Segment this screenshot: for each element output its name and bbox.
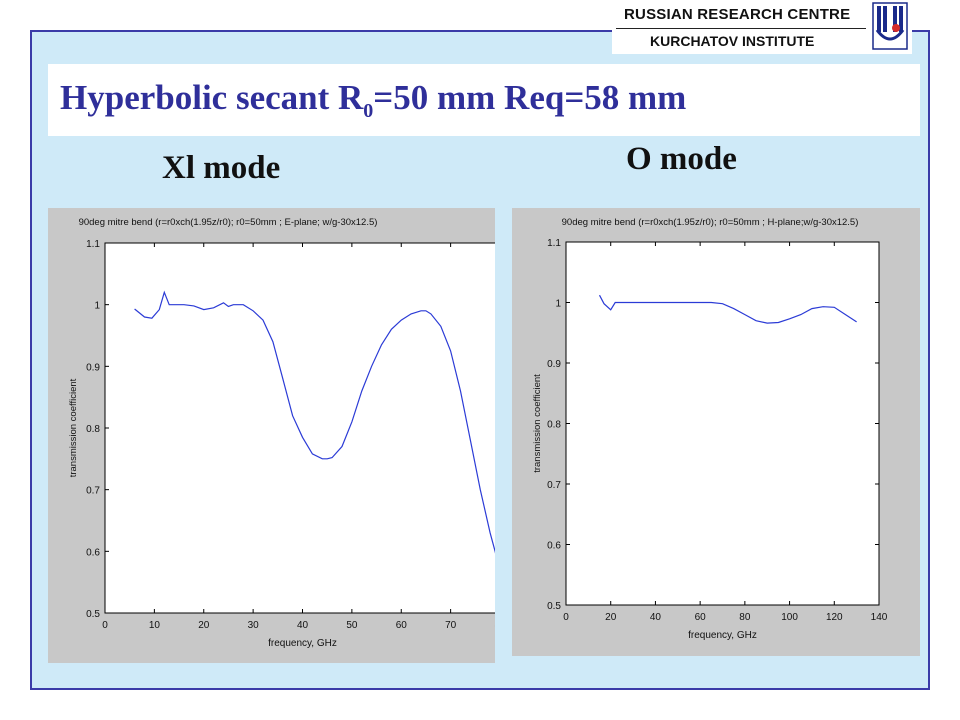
plot-panel-right: 90deg mitre bend (r=r0xch(1.95z/r0); r0=… xyxy=(512,208,920,656)
x-tick-label: 0 xyxy=(102,620,108,631)
y-tick-label: 0.6 xyxy=(547,541,561,552)
x-tick-label: 60 xyxy=(396,620,408,631)
x-tick-label: 0 xyxy=(563,612,569,623)
mode-label-right: O mode xyxy=(626,141,737,177)
x-tick-label: 10 xyxy=(149,620,161,631)
logo-line-2: KURCHATOV INSTITUTE xyxy=(650,33,815,49)
institute-logo: RUSSIAN RESEARCH CENTRE KURCHATOV INSTIT… xyxy=(612,0,912,54)
x-axis-label: frequency, GHz xyxy=(688,630,757,641)
x-tick-label: 80 xyxy=(739,612,751,623)
x-tick-label: 60 xyxy=(695,612,707,623)
y-axis-label: transmission coefficient xyxy=(532,374,543,473)
x-tick-label: 100 xyxy=(781,612,798,623)
chart-title: 90deg mitre bend (r=r0xch(1.95z/r0); r0=… xyxy=(79,217,378,228)
y-tick-label: 0.8 xyxy=(86,424,100,435)
x-axis-label: frequency, GHz xyxy=(268,638,337,649)
x-tick-label: 140 xyxy=(871,612,888,623)
y-tick-label: 0.7 xyxy=(547,480,561,491)
y-tick-label: 0.5 xyxy=(547,601,561,612)
x-tick-label: 50 xyxy=(346,620,358,631)
x-tick-label: 20 xyxy=(198,620,210,631)
y-tick-label: 1.1 xyxy=(86,239,100,250)
y-tick-label: 0.9 xyxy=(547,359,561,370)
title-box: Hyperbolic secant R0=50 mm Req=58 mm xyxy=(48,64,920,136)
chart-right: 90deg mitre bend (r=r0xch(1.95z/r0); r0=… xyxy=(532,217,888,641)
mode-label-left: Xl mode xyxy=(162,150,281,186)
y-tick-label: 0.7 xyxy=(86,486,100,497)
series-line xyxy=(598,294,857,324)
chart-left: 90deg mitre bend (r=r0xch(1.95z/r0); r0=… xyxy=(68,217,495,649)
plot-panel-left: 90deg mitre bend (r=r0xch(1.95z/r0); r0=… xyxy=(48,208,495,663)
x-tick-label: 40 xyxy=(650,612,662,623)
x-tick-label: 30 xyxy=(248,620,260,631)
x-tick-label: 20 xyxy=(605,612,617,623)
series-line xyxy=(134,290,495,554)
y-tick-label: 0.8 xyxy=(547,420,561,431)
slide-title: Hyperbolic secant R0=50 mm Req=58 mm xyxy=(60,78,687,122)
y-tick-label: 1.1 xyxy=(547,238,561,249)
y-tick-label: 1 xyxy=(94,301,100,312)
logo-divider xyxy=(616,28,866,29)
plot-area xyxy=(104,242,495,614)
x-tick-label: 120 xyxy=(826,612,843,623)
x-tick-label: 40 xyxy=(297,620,309,631)
y-tick-label: 0.5 xyxy=(86,609,100,620)
y-tick-label: 0.6 xyxy=(86,547,100,558)
logo-line-1: RUSSIAN RESEARCH CENTRE xyxy=(624,6,851,23)
y-axis-label: transmission coefficient xyxy=(68,378,79,477)
x-tick-label: 70 xyxy=(445,620,457,631)
y-tick-label: 0.9 xyxy=(86,362,100,373)
atom-emblem-icon xyxy=(872,2,908,50)
x-tick-label: 80 xyxy=(494,620,495,631)
plot-area xyxy=(565,241,880,606)
chart-title: 90deg mitre bend (r=r0xch(1.95z/r0); r0=… xyxy=(562,217,859,228)
y-tick-label: 1 xyxy=(555,299,561,310)
